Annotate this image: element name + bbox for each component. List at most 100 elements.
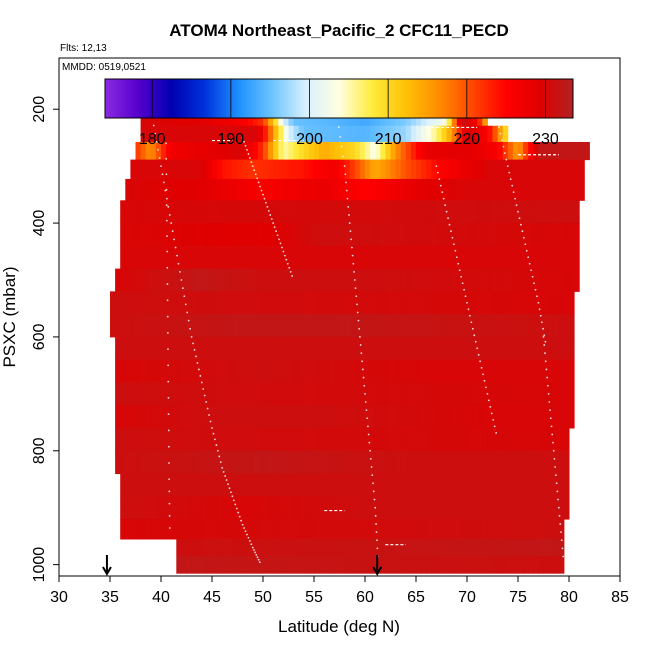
heatmap-cell xyxy=(502,178,509,201)
flight-track-dot xyxy=(235,507,238,510)
heatmap-cell xyxy=(507,336,514,361)
heatmap-cell xyxy=(507,268,514,292)
heatmap-cell xyxy=(395,223,402,247)
heatmap-cell xyxy=(140,336,147,361)
heatmap-cell xyxy=(365,519,371,540)
heatmap-cell xyxy=(385,405,391,429)
heatmap-cell xyxy=(359,496,366,520)
heatmap-cell xyxy=(569,291,575,315)
heatmap-cell xyxy=(242,556,249,574)
heatmap-cell xyxy=(257,178,264,201)
heatmap-cell xyxy=(135,291,142,315)
heatmap-cell xyxy=(482,125,488,143)
heatmap-cell xyxy=(150,428,157,452)
flight-track-dot xyxy=(364,401,367,403)
heatmap-cell xyxy=(303,178,310,201)
heatmap-cell xyxy=(227,382,233,406)
heatmap-cell xyxy=(115,268,121,292)
flight-track-dot xyxy=(476,347,479,350)
heatmap-cell xyxy=(441,268,448,292)
heatmap-cell xyxy=(288,159,295,180)
heatmap-cell xyxy=(212,141,218,161)
heatmap-cell xyxy=(237,473,244,497)
heatmap-cell xyxy=(217,223,223,247)
heatmap-cell xyxy=(558,314,565,338)
heatmap-cell xyxy=(237,519,244,540)
flight-track-dot xyxy=(179,270,181,273)
heatmap-cell xyxy=(365,200,371,224)
heatmap-cell xyxy=(385,314,391,338)
heatmap-cell xyxy=(201,178,208,201)
heatmap-cell xyxy=(538,200,544,224)
heatmap-cell xyxy=(446,382,453,406)
heatmap-cell xyxy=(242,428,249,452)
flight-track-dot xyxy=(247,536,250,539)
heatmap-cell xyxy=(421,141,427,161)
heatmap-cell xyxy=(324,473,330,497)
heatmap-cell xyxy=(201,223,208,247)
heatmap-cell xyxy=(405,245,412,270)
flight-track-dot xyxy=(469,314,471,317)
heatmap-cell xyxy=(375,450,381,475)
flight-track-dot xyxy=(288,266,291,269)
heatmap-cell xyxy=(140,405,147,429)
heatmap-cell xyxy=(329,268,335,292)
heatmap-cell xyxy=(288,496,295,520)
heatmap-cell xyxy=(252,473,259,497)
heatmap-cell xyxy=(308,450,315,475)
flight-track-dot xyxy=(560,531,562,533)
heatmap-cell xyxy=(472,496,478,520)
heatmap-cell xyxy=(446,291,453,315)
heatmap-cell xyxy=(507,556,514,574)
heatmap-cell xyxy=(232,405,238,429)
heatmap-cell xyxy=(523,519,529,540)
heatmap-cell xyxy=(405,336,412,361)
heatmap-cell xyxy=(410,428,417,452)
heatmap-cell xyxy=(354,496,361,520)
heatmap-cell xyxy=(512,159,519,180)
heatmap-cell xyxy=(217,519,223,540)
heatmap-cell xyxy=(441,556,448,574)
heatmap-cell xyxy=(161,336,167,361)
heatmap-cell xyxy=(482,200,488,224)
flight-track-dot xyxy=(254,551,257,554)
heatmap-cell xyxy=(446,428,453,452)
heatmap-cell xyxy=(130,223,136,247)
flight-track-dot xyxy=(461,282,464,285)
flight-track-dot xyxy=(347,205,350,208)
heatmap-cell xyxy=(110,291,116,315)
heatmap-cell xyxy=(120,428,126,452)
heatmap-cell xyxy=(421,245,427,270)
heatmap-cell xyxy=(400,556,407,574)
heatmap-cell xyxy=(155,291,162,315)
heatmap-cell xyxy=(380,336,386,361)
heatmap-cell xyxy=(390,159,397,180)
flight-track-dot xyxy=(376,539,378,542)
flight-track-dot xyxy=(273,226,276,229)
heatmap-cell xyxy=(477,519,483,540)
heatmap-cell xyxy=(263,200,269,224)
heatmap-cell xyxy=(263,519,269,540)
flight-track-dot xyxy=(359,344,362,346)
heatmap-cell xyxy=(518,314,524,338)
heatmap-cell xyxy=(395,473,402,497)
heatmap-cell xyxy=(354,405,361,429)
heatmap-cell xyxy=(451,223,458,247)
heatmap-cell xyxy=(288,450,295,475)
heatmap-cell xyxy=(472,405,478,429)
heatmap-cell xyxy=(206,141,213,161)
heatmap-cell xyxy=(528,268,534,292)
heatmap-cell xyxy=(431,125,437,143)
heatmap-cell xyxy=(176,556,182,574)
heatmap-cell xyxy=(548,382,555,406)
heatmap-cell xyxy=(217,200,223,224)
heatmap-cell xyxy=(181,268,187,292)
flight-track-dot xyxy=(281,246,283,249)
x-tick-label: 80 xyxy=(560,589,578,606)
heatmap-cell xyxy=(339,268,346,292)
heatmap-cell xyxy=(222,382,228,406)
heatmap-cell xyxy=(487,268,493,292)
heatmap-cell xyxy=(385,268,391,292)
flight-track-dot xyxy=(171,230,174,233)
heatmap-cell xyxy=(344,556,351,574)
